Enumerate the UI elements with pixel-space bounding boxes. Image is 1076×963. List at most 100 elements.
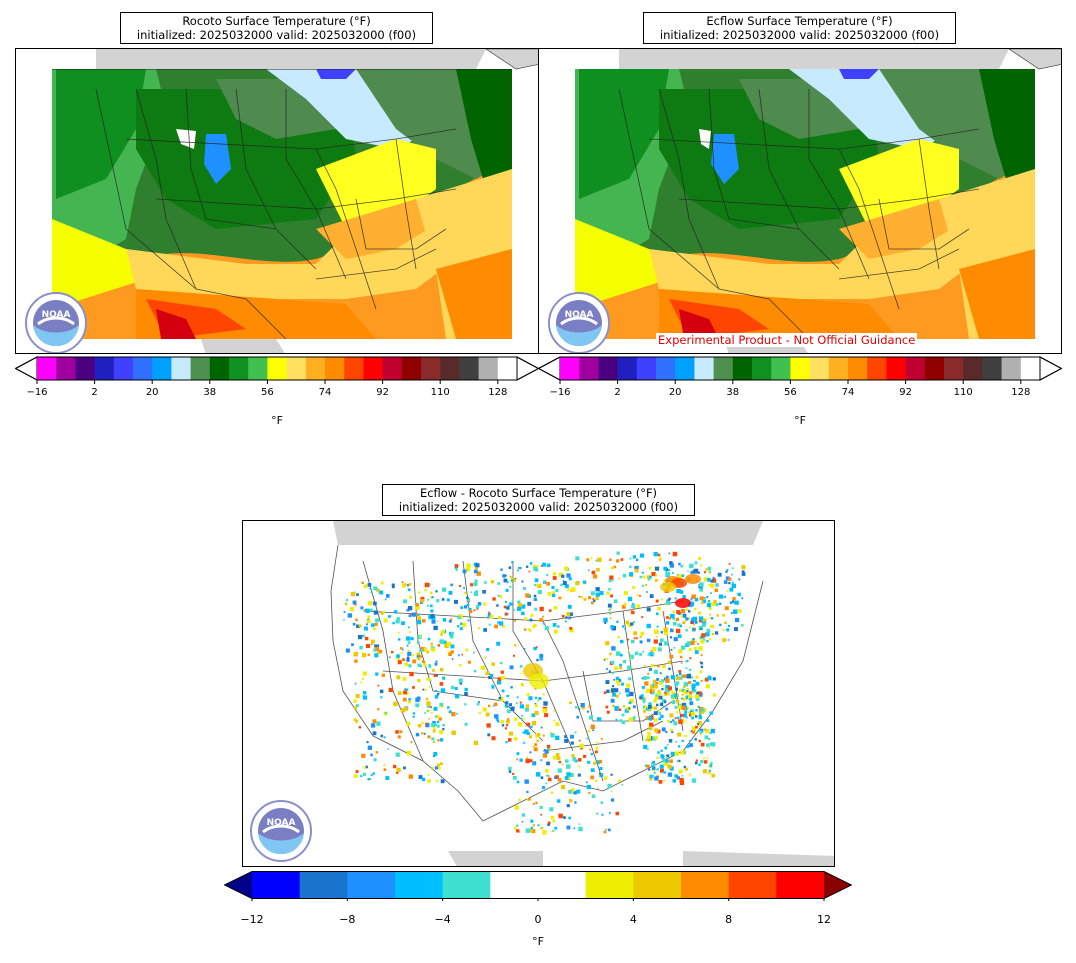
difference-speck [666,675,669,679]
colorbar-swatch [585,871,634,899]
difference-speck [699,616,704,621]
difference-speck [476,702,480,706]
difference-speck [723,580,728,584]
difference-speck [665,731,668,734]
difference-speck [680,662,683,664]
difference-speck [678,672,682,676]
difference-speck [514,577,517,580]
difference-speck [362,678,364,680]
difference-speck [728,624,731,627]
difference-speck [612,579,614,582]
difference-speck [675,628,681,634]
colorbar-swatch [490,871,539,899]
difference-speck [424,688,427,691]
colorbar-tick-label: 4 [629,913,637,926]
difference-speck [528,628,531,631]
colorbar-swatch [886,357,907,380]
difference-speck [377,708,380,711]
colorbar-swatch [982,357,1003,380]
difference-speck [604,621,607,624]
difference-speck [636,594,639,597]
difference-speck [476,607,479,610]
difference-speck [569,627,573,630]
difference-speck [368,777,371,781]
difference-speck [370,639,375,644]
difference-speck [659,764,664,769]
difference-speck [379,689,384,694]
difference-speck [553,755,558,760]
difference-speck [620,653,623,657]
difference-speck [426,677,428,680]
difference-speck [380,734,384,738]
difference-speck [449,634,454,639]
difference-speck [367,745,372,750]
difference-speck [555,775,559,779]
difference-speck [646,575,651,580]
difference-speck [552,591,555,594]
rocoto-title-line1: Rocoto Surface Temperature (°F) [182,14,371,28]
difference-speck [467,599,471,602]
difference-speck [644,681,649,686]
difference-speck [433,754,436,757]
difference-speck [659,557,662,560]
difference-speck [454,564,459,568]
difference-speck [741,570,745,573]
difference-speck [595,596,599,600]
difference-speck [540,813,543,816]
difference-speck [529,618,533,622]
difference-speck [517,569,519,572]
difference-speck [595,750,598,754]
difference-speck [663,762,668,766]
difference-speck [546,774,549,777]
difference-speck [635,637,638,640]
difference-speck [427,704,431,708]
difference-speck [695,715,698,718]
difference-speck [409,671,414,677]
difference-speck [536,658,539,662]
difference-speck [651,572,656,577]
difference-speck [350,591,356,597]
difference-speck [505,588,509,592]
difference-speck [646,707,651,711]
difference-speck [634,651,639,656]
difference-speck [404,707,408,711]
difference-speck [687,570,689,572]
difference-speck [711,729,714,732]
difference-speck [524,779,529,784]
difference-speck [727,577,732,581]
difference-speck [681,739,684,742]
difference-speck [624,708,629,713]
difference-speck [490,673,494,677]
difference-speck [657,696,660,700]
difference-speck [614,706,619,710]
difference-speck [597,787,599,790]
difference-speck [433,752,438,756]
difference-speck [511,577,516,582]
difference-speck [639,697,641,699]
difference-speck [690,711,695,716]
difference-speck [609,652,612,656]
difference-speck [646,623,651,629]
difference-speck [609,558,612,561]
difference-speck [432,669,435,672]
difference-speck [457,625,460,628]
difference-speck [644,764,647,767]
difference-speck [709,638,712,641]
difference-speck [702,757,705,760]
colorbar-swatch [190,357,211,380]
difference-speck [520,717,523,720]
difference-speck [733,609,738,614]
difference-speck [590,768,595,772]
difference-speck [552,829,555,832]
difference-speck [556,753,560,757]
difference-speck [706,640,709,643]
difference-speck [488,704,491,708]
difference-speck [612,693,616,697]
difference-speck [658,780,663,784]
difference-speck [567,588,570,592]
difference-speck [421,660,425,664]
difference-speck [708,765,711,768]
difference-speck [383,736,386,739]
difference-speck [629,654,634,660]
difference-speck [514,717,518,721]
